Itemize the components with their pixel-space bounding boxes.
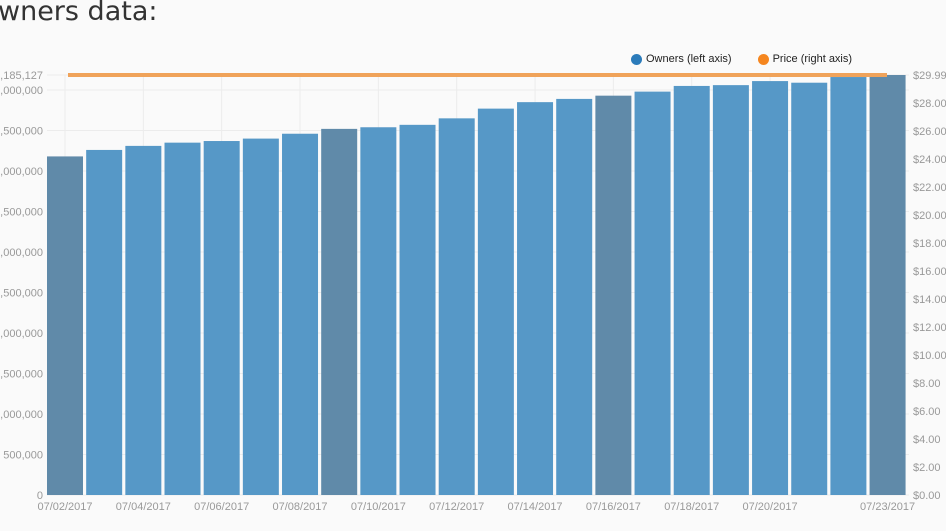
right-axis-tick-label: $22.00 [913, 182, 946, 194]
legend-price-label: Price (right axis) [772, 53, 853, 65]
bar-owners-07-12-2017 [438, 118, 475, 496]
right-axis-tick-label: $16.00 [913, 266, 946, 278]
right-axis-tick-label: $0.00 [913, 490, 941, 502]
x-axis-tick-label: 07/20/2017 [743, 501, 798, 513]
legend-owners-label: Owners (left axis) [646, 53, 732, 65]
right-axis-tick-label: $28.00 [913, 98, 946, 110]
right-axis-tick-label: $10.00 [913, 350, 946, 362]
right-axis-tick-label: $6.00 [913, 406, 941, 418]
x-axis-tick-label: 07/12/2017 [429, 501, 484, 513]
legend-owners-marker [631, 53, 642, 65]
left-axis-tick-label: 1,000,000 [0, 409, 43, 421]
left-axis-tick-label: 4,000,000 [0, 166, 43, 178]
left-axis-tick-label: 4,500,000 [0, 125, 43, 137]
right-axis-tick-label: $8.00 [913, 378, 941, 390]
left-axis-tick-label: 3,000,000 [0, 247, 43, 259]
left-axis-tick-label: 2,500,000 [0, 287, 43, 299]
bar-owners-07-18-2017 [673, 85, 710, 496]
right-axis-tick-label: $2.00 [913, 462, 941, 474]
bar-owners-07-08-2017 [282, 133, 319, 495]
left-axis-tick-label: 5,185,127 [0, 70, 43, 82]
bar-owners-07-22-2017 [830, 77, 867, 495]
legend-item-owners[interactable]: Owners (left axis) [631, 53, 732, 65]
bar-owners-07-17-2017 [634, 91, 671, 495]
bar-owners-07-15-2017 [556, 98, 593, 496]
x-axis-tick-label: 07/10/2017 [351, 501, 406, 513]
right-axis-tick-label: $14.00 [913, 294, 946, 306]
left-axis-tick-label: 500,000 [3, 449, 43, 461]
legend-item-price[interactable]: Price (right axis) [757, 53, 853, 65]
left-axis-tick-label: 2,000,000 [0, 328, 43, 340]
right-axis-tick-label: $18.00 [913, 238, 946, 250]
right-axis-tick-label: $26.00 [913, 126, 946, 138]
bar-owners-07-04-2017 [125, 145, 162, 495]
x-axis-tick-label: 07/14/2017 [508, 501, 563, 513]
x-axis-tick-label: 07/02/2017 [37, 501, 92, 513]
right-axis-tick-label: $20.00 [913, 210, 946, 222]
bar-owners-07-19-2017 [712, 85, 749, 495]
right-axis-tick-label: $24.00 [913, 154, 946, 166]
bar-owners-07-13-2017 [477, 108, 514, 495]
bar-owners-07-16-2017 [595, 95, 632, 495]
bar-owners-07-09-2017 [321, 128, 358, 495]
x-axis-tick-label: 07/16/2017 [586, 501, 641, 513]
left-axis-tick-label: 1,500,000 [0, 368, 43, 380]
bar-owners-07-03-2017 [86, 149, 123, 495]
bar-owners-07-05-2017 [164, 142, 201, 495]
bar-owners-07-20-2017 [752, 81, 789, 495]
legend-price-marker [757, 53, 769, 65]
bar-owners-07-07-2017 [242, 138, 279, 495]
bar-owners-07-10-2017 [360, 127, 397, 496]
bar-owners-07-14-2017 [517, 102, 554, 495]
right-axis-tick-label: $4.00 [913, 434, 941, 446]
x-axis-tick-label: 07/08/2017 [272, 501, 327, 513]
left-axis-tick-label: 5,000,000 [0, 85, 43, 97]
left-axis-tick-label: 0 [37, 490, 43, 502]
right-axis-tick-label: $29.99 [913, 70, 946, 82]
bar-owners-07-06-2017 [203, 141, 240, 495]
x-axis-tick-label: 07/23/2017 [860, 501, 915, 513]
x-axis-tick-label: 07/06/2017 [194, 501, 249, 513]
bar-owners-07-23-2017 [869, 75, 906, 495]
bar-owners-07-02-2017 [47, 156, 83, 495]
bar-owners-07-21-2017 [791, 82, 828, 495]
page-heading: wners data: [0, 0, 158, 27]
chart-legend: Owners (left axis) Price (right axis) [631, 53, 878, 65]
x-axis-tick-label: 07/04/2017 [116, 501, 171, 513]
left-axis-tick-label: 3,500,000 [0, 206, 43, 218]
x-axis-tick-label: 07/18/2017 [664, 501, 719, 513]
right-axis-tick-label: $12.00 [913, 322, 946, 334]
bar-owners-07-11-2017 [399, 124, 436, 496]
